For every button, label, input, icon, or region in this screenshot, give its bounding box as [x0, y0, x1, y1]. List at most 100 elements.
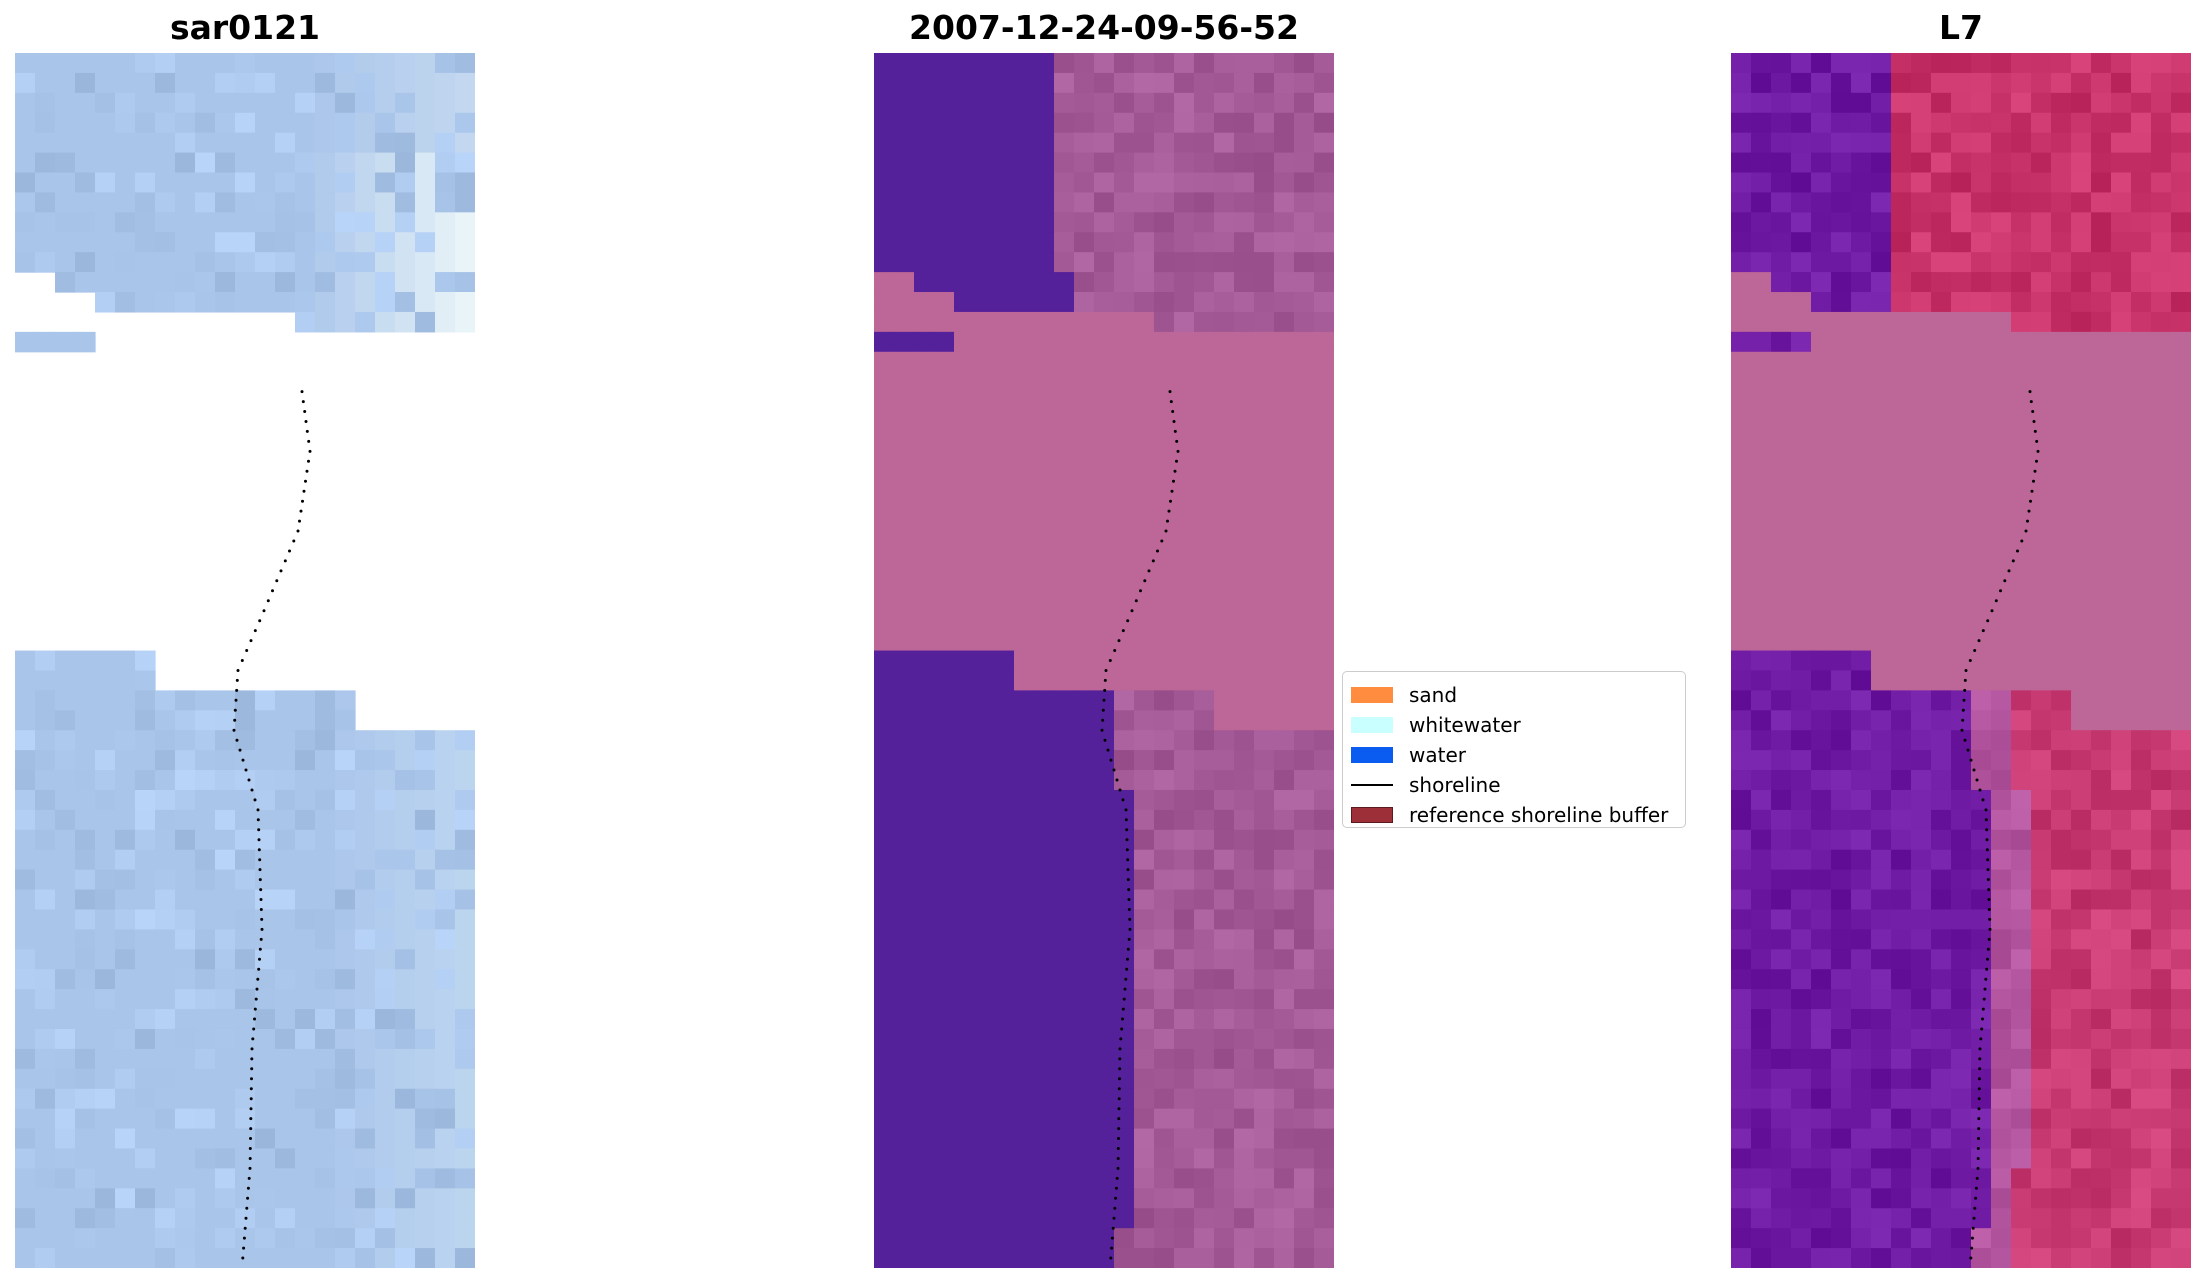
pixel: [1314, 1248, 1334, 1268]
pixel: [435, 1108, 456, 1130]
pixel: [914, 929, 935, 950]
pixel: [1174, 1088, 1195, 1110]
pixel: [375, 1048, 396, 1070]
pixel: [195, 1188, 216, 1209]
pixel: [1154, 192, 1175, 213]
pixel: [1014, 809, 1035, 831]
shoreline-point: [242, 1236, 246, 1240]
shoreline-point: [1978, 788, 1982, 792]
pixel: [954, 511, 975, 532]
pixel: [1871, 53, 1892, 74]
pixel: [1891, 331, 1912, 353]
pixel: [1951, 610, 1972, 632]
pixel: [55, 1168, 76, 1189]
pixel: [315, 92, 336, 114]
pixel: [1134, 670, 1155, 691]
pixel: [315, 1028, 336, 1050]
pixel: [1294, 252, 1315, 273]
pixel: [95, 1048, 116, 1070]
pixel: [2071, 949, 2092, 970]
pixel: [1791, 391, 1812, 413]
shoreline-point: [2016, 549, 2019, 553]
pixel: [15, 1228, 36, 1249]
pixel: [1891, 232, 1912, 253]
pixel: [75, 132, 96, 154]
pixel: [1831, 750, 1852, 771]
pixel: [934, 889, 955, 911]
pixel: [1214, 411, 1235, 433]
pixel: [375, 770, 396, 791]
pixel: [1294, 989, 1315, 1010]
pixel: [914, 112, 935, 134]
pixel: [1234, 431, 1255, 452]
pixel: [1094, 1108, 1115, 1130]
pixel: [1811, 531, 1832, 552]
pixel: [1891, 92, 1912, 114]
pixel: [874, 1128, 895, 1150]
pixel: [1194, 1068, 1215, 1090]
pixel: [35, 969, 56, 990]
shoreline-point: [1977, 639, 1981, 643]
pixel: [1811, 1188, 1832, 1209]
pixel: [894, 770, 915, 791]
pixel: [35, 132, 56, 154]
shoreline-point: [1969, 758, 1973, 762]
pixel: [255, 92, 276, 114]
pixel: [1831, 789, 1852, 811]
pixel: [1114, 730, 1135, 751]
pixel: [2011, 610, 2032, 632]
shoreline-point: [271, 589, 274, 593]
pixel: [75, 650, 96, 672]
pixel: [1811, 770, 1832, 791]
pixel: [1851, 889, 1872, 911]
pixel: [1931, 969, 1952, 990]
pixel: [1014, 192, 1035, 213]
pixel: [1154, 351, 1175, 373]
pixel: [1991, 550, 2012, 572]
pixel: [1891, 989, 1912, 1010]
pixel: [1731, 1009, 1752, 1030]
pixel: [1074, 1148, 1095, 1170]
pixel: [1811, 1248, 1832, 1268]
pixel: [2171, 431, 2191, 452]
pixel: [1971, 112, 1992, 134]
pixel: [1094, 192, 1115, 213]
pixel: [1971, 471, 1992, 492]
pixel: [1851, 550, 1872, 572]
pixel: [355, 1108, 376, 1130]
pixel: [115, 889, 136, 911]
shoreline-point: [1986, 858, 1990, 862]
pixel: [2151, 1009, 2172, 1030]
pixel: [2171, 590, 2191, 612]
pixel: [1134, 331, 1155, 353]
pixel: [1134, 431, 1155, 452]
pixel: [1214, 989, 1235, 1010]
pixel: [2171, 391, 2191, 413]
pixel: [2131, 112, 2152, 134]
pixel: [155, 1248, 176, 1268]
pixel: [355, 989, 376, 1010]
pixel: [175, 132, 196, 154]
pixel: [35, 1028, 56, 1050]
pixel: [1971, 1208, 1992, 1229]
pixel: [1731, 152, 1752, 174]
pixel: [135, 690, 156, 711]
pixel: [2091, 1228, 2112, 1249]
pixel: [1274, 1188, 1295, 1209]
pixel: [1194, 1168, 1215, 1189]
pixel: [295, 192, 316, 213]
pixel: [1214, 1248, 1235, 1268]
legend-label-water: water: [1409, 743, 1466, 767]
shoreline-point: [249, 1137, 252, 1140]
pixel: [2091, 451, 2112, 472]
shoreline-point: [1977, 1097, 1981, 1101]
pixel: [295, 172, 316, 194]
pixel: [455, 849, 475, 871]
pixel: [974, 1148, 995, 1170]
pixel: [1831, 72, 1852, 94]
pixel: [2171, 511, 2191, 532]
pixel: [894, 1188, 915, 1209]
pixel: [1891, 670, 1912, 691]
pixel: [1194, 252, 1215, 273]
pixel: [1911, 929, 1932, 950]
